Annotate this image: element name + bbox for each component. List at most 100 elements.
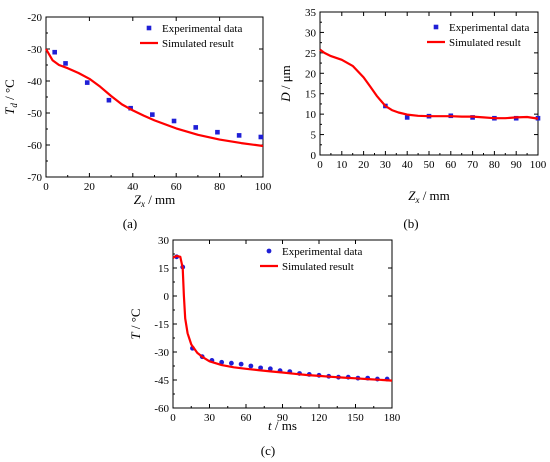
y-tick-label: 15 (158, 263, 170, 275)
y-tick-label: 0 (164, 291, 170, 303)
data-point (150, 112, 155, 117)
simulated-line (45, 48, 264, 148)
y-tick-label: -15 (154, 319, 169, 331)
legend-label-experimental: Experimental data (449, 22, 529, 34)
y-tick-label: 5 (311, 130, 317, 142)
x-axis-label-unit: / ms (272, 418, 297, 433)
x-tick-label: 0 (43, 181, 49, 193)
y-tick-label: -40 (27, 76, 42, 88)
x-tick-label: 30 (204, 412, 216, 424)
x-tick-label: 80 (489, 159, 501, 171)
legend-marker-experimental (266, 248, 272, 254)
x-axis-label-subscript: x (140, 199, 145, 209)
y-tick-label: -45 (154, 375, 169, 387)
y-axis-label-symbol: D (278, 92, 293, 103)
x-tick-label: 180 (384, 412, 401, 424)
data-point (193, 125, 199, 130)
legend: Experimental data Simulated result (140, 23, 242, 50)
y-axis-label-subscript: d (9, 103, 19, 108)
data-point (84, 80, 90, 85)
y-tick-label: 0 (311, 150, 317, 162)
x-tick-label: 60 (171, 181, 183, 193)
y-axis-label: D / μm (278, 65, 293, 103)
x-tick-label: 20 (84, 181, 96, 193)
x-axis-label-unit: / mm (145, 192, 175, 207)
x-tick-label: 40 (127, 181, 139, 193)
x-tick-label: 60 (445, 159, 457, 171)
series-experimental-data (52, 49, 264, 140)
series-simulated-result (45, 48, 264, 148)
simulated-line (172, 254, 393, 382)
x-tick-label: 0 (170, 412, 176, 424)
y-tick-label: 15 (305, 89, 317, 101)
chart-1: 0 20 40 60 80 100 -20 -30 -40 -50 -60 -70 Experiment… (2, 12, 272, 231)
panel-caption: (a) (123, 216, 137, 231)
y-tick-label: -30 (27, 44, 42, 56)
legend-label-simulated: Simulated result (282, 261, 354, 273)
y-axis-label: T / °C (128, 308, 143, 339)
series-simulated-result (172, 254, 393, 382)
y-axis-label: Td / °C (2, 79, 19, 115)
x-tick-label: 120 (311, 412, 328, 424)
data-point (404, 115, 410, 120)
x-tick-label: 100 (530, 159, 547, 171)
x-axis-label-symbol: Z (408, 188, 416, 203)
data-point (215, 129, 220, 135)
x-tick-label: 0 (317, 159, 323, 171)
x-axis-label: t / ms (268, 418, 297, 433)
legend-marker-experimental (433, 24, 439, 30)
series-simulated-result (319, 48, 539, 120)
x-tick-label: 70 (467, 159, 479, 171)
panel-caption: (b) (403, 216, 418, 231)
legend-label-simulated: Simulated result (449, 37, 521, 49)
x-tick-label: 90 (277, 412, 289, 424)
y-tick-label: 25 (305, 48, 317, 60)
legend-marker-experimental (146, 25, 152, 31)
x-tick-label: 60 (241, 412, 253, 424)
x-tick-label: 10 (336, 159, 348, 171)
y-tick-label: 10 (305, 109, 317, 121)
x-axis-label-symbol: Z (134, 192, 142, 207)
y-tick-label: 30 (158, 235, 170, 247)
panel-caption: (c) (261, 443, 275, 458)
y-axis-label-symbol: T (128, 332, 143, 340)
data-point (236, 133, 242, 138)
y-axis-label-unit: / °C (2, 79, 17, 103)
legend-label-experimental: Experimental data (282, 246, 362, 258)
x-axis-label-subscript: x (414, 195, 419, 205)
x-tick-label: 100 (255, 181, 272, 193)
legend: Experimental data Simulated result (427, 22, 529, 49)
y-tick-label: -20 (27, 12, 42, 24)
data-point (267, 366, 273, 372)
x-tick-label: 90 (511, 159, 523, 171)
y-axis-label-unit: / μm (278, 65, 293, 92)
data-point (229, 360, 234, 366)
x-tick-label: 40 (402, 159, 414, 171)
y-axis-label-unit: / °C (128, 308, 143, 332)
simulated-line (319, 48, 539, 120)
y-tick-label: 20 (305, 68, 317, 80)
data-point (258, 134, 264, 140)
series-experimental-data (174, 254, 390, 382)
chart-2: 0 10 20 30 40 50 60 70 80 90 100 0 5 10 15 20 25 30 35 Expe… (278, 7, 547, 231)
x-axis-label-symbol: t (268, 418, 272, 433)
y-tick-label: -70 (27, 172, 42, 184)
y-tick-label: 35 (305, 7, 317, 19)
x-tick-label: 50 (424, 159, 436, 171)
data-point (219, 359, 225, 365)
data-point (63, 61, 68, 66)
y-tick-label: 30 (305, 27, 317, 39)
legend-label-experimental: Experimental data (162, 23, 242, 35)
legend-label-simulated: Simulated result (162, 38, 234, 50)
data-point (248, 363, 254, 369)
data-point (106, 97, 112, 103)
chart-3: 0 30 60 90 120 150 18030150-15-30-45-60Experim… (128, 235, 401, 458)
data-point (52, 49, 57, 55)
x-axis-label: Zx / mm (134, 192, 176, 209)
y-tick-label: -60 (154, 403, 169, 415)
y-axis-label-symbol: T (2, 107, 17, 115)
x-tick-label: 30 (380, 159, 392, 171)
x-axis-label: Zx / mm (408, 188, 450, 205)
y-tick-label: -30 (154, 347, 169, 359)
